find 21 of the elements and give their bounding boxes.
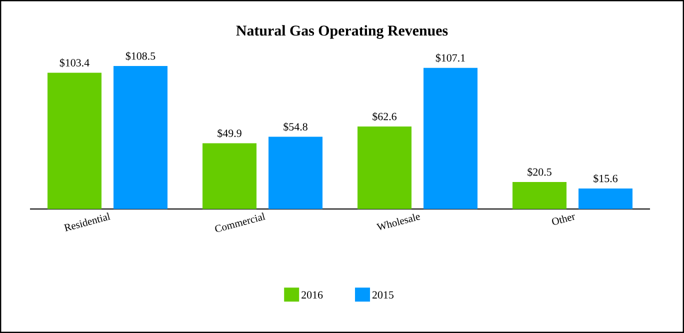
data-label: $107.1: [436, 54, 465, 62]
bar: [202, 143, 256, 209]
chart-title: Natural Gas Operating Revenues: [236, 25, 448, 39]
x-tick-label: Other: [552, 214, 575, 225]
data-label: $54.8: [284, 122, 308, 132]
data-label: $103.4: [60, 58, 90, 68]
bar: [114, 66, 168, 209]
data-label: $20.5: [528, 168, 552, 176]
bar: [424, 68, 478, 209]
data-label: $108.5: [126, 52, 156, 60]
data-label: $15.6: [594, 174, 618, 183]
bar: [512, 182, 567, 209]
legend-label: 2015: [372, 291, 394, 299]
data-label: $49.9: [218, 128, 242, 138]
bar: [48, 72, 102, 209]
bar: [578, 188, 633, 209]
x-tick-label: Wholesale: [376, 214, 420, 230]
data-label: $62.6: [372, 112, 397, 121]
bar: [268, 136, 323, 209]
bar: [358, 126, 412, 209]
legend-label: 2016: [302, 291, 323, 299]
